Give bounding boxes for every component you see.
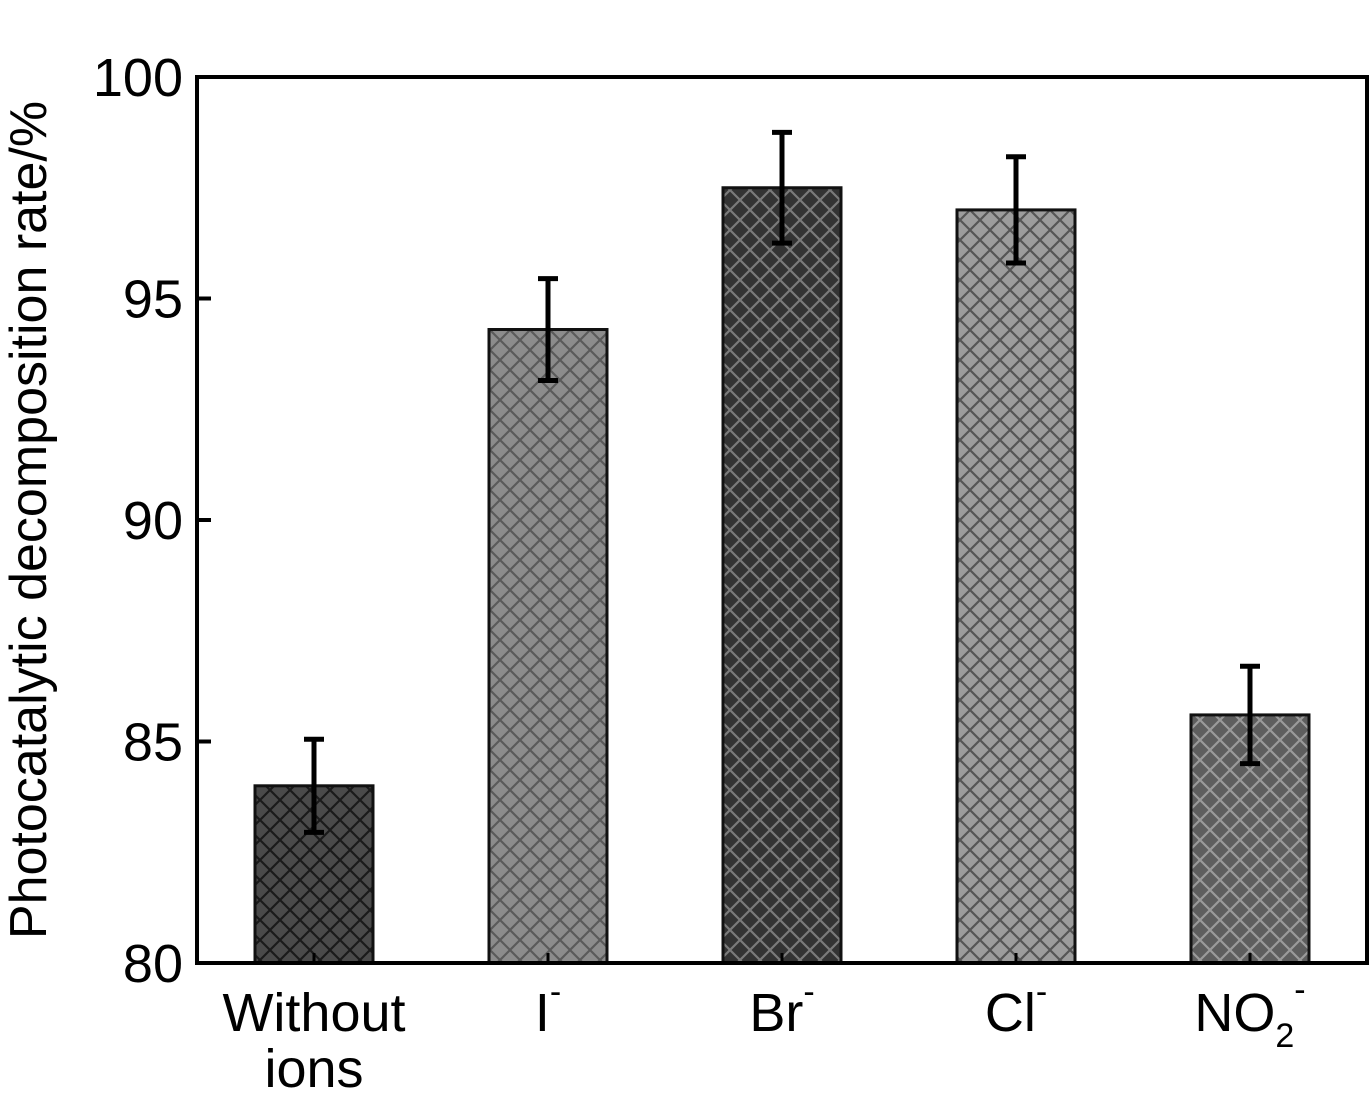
error-bar-0	[304, 736, 324, 835]
error-bar-1	[538, 276, 558, 383]
x-category-label-4: NO2-	[1194, 971, 1305, 1055]
error-bar-4	[1240, 663, 1260, 767]
x-axis: Without ions I- Br- Cl- NO2-	[222, 953, 1306, 1099]
y-axis-label: Photocatalytic decomposition rate/%	[0, 101, 58, 939]
x-category-label-3: Cl-	[985, 973, 1047, 1043]
bar-1	[487, 328, 609, 965]
y-tick-label-1: 85	[123, 713, 183, 773]
y-tick-label-2: 90	[123, 491, 183, 551]
bars	[253, 186, 1311, 965]
x-category-label-0: Without ions	[222, 983, 405, 1099]
x-category-label-1: I-	[535, 973, 561, 1043]
x-category-label-2: Br-	[749, 973, 814, 1043]
bar-2	[721, 186, 843, 965]
y-tick-label-4: 100	[93, 48, 183, 108]
y-tick-label-3: 95	[123, 270, 183, 330]
y-tick-label-0: 80	[123, 934, 183, 994]
error-bars	[304, 129, 1260, 835]
bar-3	[955, 208, 1077, 965]
error-bar-2	[772, 129, 792, 246]
error-bar-3	[1006, 154, 1026, 266]
y-axis: 80 85 90 95 100	[93, 48, 211, 994]
